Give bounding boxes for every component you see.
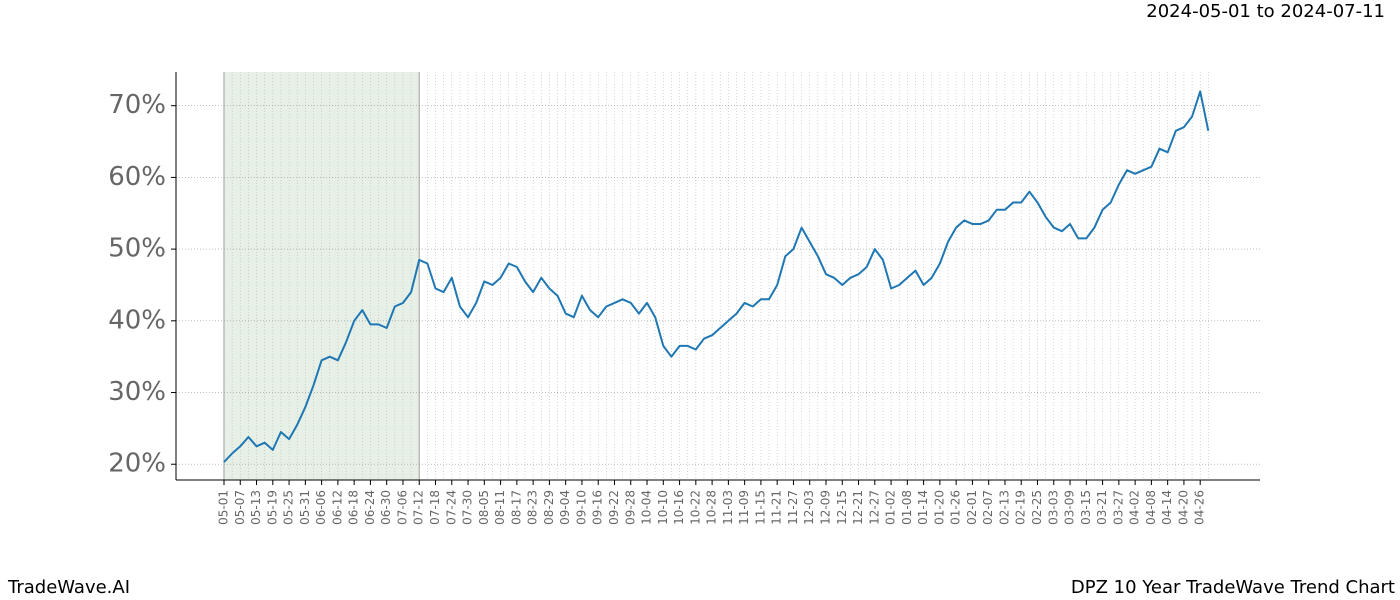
x-tick-label: 06-30 — [379, 490, 393, 525]
x-tick-label: 12-03 — [802, 490, 816, 525]
x-tick-label: 02-07 — [981, 490, 995, 525]
x-tick-label: 11-15 — [753, 490, 767, 525]
x-tick-label: 10-22 — [688, 490, 702, 525]
x-tick-label: 11-09 — [737, 490, 751, 525]
chart-title: DPZ 10 Year TradeWave Trend Chart — [1071, 577, 1395, 598]
x-tick-label: 09-16 — [591, 490, 605, 525]
x-tick-label: 02-13 — [997, 490, 1011, 525]
x-tick-label: 05-07 — [233, 490, 247, 525]
x-tick-label: 01-14 — [916, 490, 930, 525]
x-tick-label: 04-14 — [1160, 490, 1174, 525]
x-tick-label: 03-21 — [1095, 490, 1109, 525]
x-tick-label: 09-04 — [558, 490, 572, 525]
x-tick-label: 07-12 — [412, 490, 426, 525]
x-tick-label: 06-18 — [347, 490, 361, 525]
x-tick-label: 06-24 — [363, 490, 377, 525]
x-tick-label: 02-25 — [1030, 490, 1044, 525]
x-tick-label: 01-26 — [949, 490, 963, 525]
x-tick-label: 07-24 — [444, 490, 458, 525]
x-tick-label: 05-31 — [298, 490, 312, 525]
x-tick-label: 03-15 — [1079, 490, 1093, 525]
x-tick-label: 04-02 — [1128, 490, 1142, 525]
x-tick-label: 06-06 — [314, 490, 328, 525]
x-tick-label: 08-11 — [493, 490, 507, 525]
x-tick-label: 07-18 — [428, 490, 442, 525]
trend-line — [223, 90, 1210, 463]
x-tick-label: 09-28 — [623, 490, 637, 525]
x-tick-label: 08-23 — [526, 490, 540, 525]
x-tick-label: 07-06 — [395, 490, 409, 525]
x-tick-label: 12-21 — [851, 490, 865, 525]
y-tick-label: 40% — [108, 305, 166, 335]
x-tick-label: 04-20 — [1176, 490, 1190, 525]
x-tick-label: 12-15 — [835, 490, 849, 525]
y-tick-label: 60% — [108, 162, 166, 192]
x-tick-label: 03-09 — [1063, 490, 1077, 525]
x-tick-label: 11-27 — [786, 490, 800, 525]
x-tick-label: 05-13 — [249, 490, 263, 525]
date-range: 2024-05-01 to 2024-07-11 — [1146, 1, 1385, 22]
x-tick-label: 01-20 — [932, 490, 946, 525]
x-tick-label: 05-19 — [265, 490, 279, 525]
x-tick-label: 05-01 — [217, 490, 231, 525]
x-tick-label: 03-27 — [1111, 490, 1125, 525]
x-tick-label: 12-09 — [818, 490, 832, 525]
x-tick-label: 09-22 — [607, 490, 621, 525]
x-tick-label: 02-19 — [1014, 490, 1028, 525]
y-tick-label: 20% — [108, 449, 166, 479]
x-tick-label: 12-27 — [867, 490, 881, 525]
x-tick-label: 02-01 — [965, 490, 979, 525]
x-tick-label: 08-05 — [477, 490, 491, 525]
y-tick-label: 70% — [108, 90, 166, 120]
x-tick-label: 10-28 — [705, 490, 719, 525]
x-tick-label: 04-08 — [1144, 490, 1158, 525]
x-tick-label: 01-02 — [884, 490, 898, 525]
y-tick-label: 50% — [108, 234, 166, 264]
x-tick-label: 08-17 — [509, 490, 523, 525]
x-tick-label: 05-25 — [282, 490, 296, 525]
x-tick-label: 11-21 — [770, 490, 784, 525]
x-tick-label: 03-03 — [1046, 490, 1060, 525]
brand: TradeWave.AI — [7, 577, 130, 598]
x-tick-label: 06-12 — [330, 490, 344, 525]
y-tick-label: 30% — [108, 377, 166, 407]
x-tick-label: 10-10 — [656, 490, 670, 525]
x-tick-label: 01-08 — [900, 490, 914, 525]
x-tick-label: 09-10 — [574, 490, 588, 525]
x-tick-label: 10-16 — [672, 490, 686, 525]
x-tick-label: 10-04 — [640, 490, 654, 525]
x-tick-label: 07-30 — [461, 490, 475, 525]
x-tick-label: 04-26 — [1193, 490, 1207, 525]
x-tick-label: 08-29 — [542, 490, 556, 525]
x-tick-label: 11-03 — [721, 490, 735, 525]
